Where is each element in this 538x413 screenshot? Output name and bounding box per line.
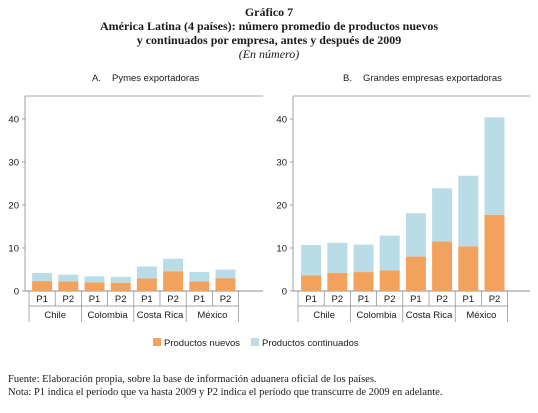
- panel-a-title: Pymes exportadoras: [112, 73, 199, 84]
- panel-a-x-tick-label: P2: [220, 294, 232, 305]
- figure-number: Gráfico 7: [244, 5, 294, 19]
- panel-a-bar-continuados: [32, 272, 53, 282]
- panel-a-x-tick-label: P2: [62, 294, 74, 305]
- panel-b-x-tick-label: P2: [436, 294, 448, 305]
- panel-a-letter: A.: [92, 73, 101, 84]
- panel-a-y-tick-label: 0: [14, 287, 19, 298]
- panel-b-group-label: Colombia: [357, 310, 398, 321]
- panel-b-grandes: B. Grandes empresas exportadoras 0 10 20 30 40…: [276, 73, 530, 322]
- panel-a-group-label: Costa Rica: [137, 310, 184, 321]
- panel-b-group-label: México: [466, 310, 496, 321]
- legend-swatch-continuados: [251, 338, 259, 346]
- panel-b-bar-nuevos: [379, 270, 400, 291]
- legend-label-nuevos: Productos nuevos: [164, 338, 240, 349]
- panel-a-x-tick-label: P1: [89, 294, 101, 305]
- panel-b-x-tick-label: P2: [489, 294, 501, 305]
- panel-b-bar-continuados: [432, 188, 453, 242]
- panel-a-group-label: México: [197, 310, 227, 321]
- panel-a-bar-continuados: [163, 258, 184, 272]
- panel-b-x-tick-label: P1: [410, 294, 422, 305]
- panel-a-y-tick-label: 30: [8, 158, 19, 169]
- panel-b-x-tick-label: P1: [462, 294, 474, 305]
- panel-b-y-tick-label: 40: [276, 115, 287, 126]
- panel-a-bar-continuados: [110, 276, 131, 283]
- panel-b-bar-continuados: [327, 242, 348, 273]
- panel-b-x-tick-label: P1: [358, 294, 370, 305]
- panel-b-bar-nuevos: [405, 256, 426, 291]
- panel-b-y-tick-label: 20: [276, 201, 287, 212]
- panel-a-x-tick-label: P1: [141, 294, 153, 305]
- panel-a-bar-nuevos: [163, 271, 184, 291]
- chart-header: Gráfico 7 América Latina (4 países): núm…: [0, 5, 538, 61]
- notes: Fuente: Elaboración propia, sobre la bas…: [8, 373, 442, 399]
- chart-title-line-2: y continuados por empresa, antes y despu…: [136, 33, 402, 47]
- legend-label-continuados: Productos continuados: [262, 338, 359, 349]
- period-note: Nota: P1 indica el período que va hasta …: [8, 387, 443, 398]
- panel-a-bar-continuados: [84, 276, 105, 283]
- panel-a-x-tick-label: P2: [115, 294, 127, 305]
- panel-a-bar-nuevos: [215, 278, 236, 291]
- legend-swatch-nuevos: [153, 338, 161, 346]
- panel-a-y-tick-label: 10: [8, 244, 19, 255]
- panel-a-bar-nuevos: [84, 282, 105, 291]
- panel-b-group-label: Chile: [313, 310, 335, 321]
- panel-a-bar-continuados: [58, 274, 79, 282]
- panel-a-x-tick-label: P1: [36, 294, 48, 305]
- source-note: Fuente: Elaboración propia, sobre la bas…: [8, 374, 377, 385]
- panel-b-bar-nuevos: [484, 214, 505, 291]
- panel-b-bar-continuados: [301, 244, 322, 276]
- panel-b-bar-continuados: [458, 175, 479, 247]
- legend: Productos nuevos Productos continuados: [153, 338, 359, 349]
- panel-b-bar-nuevos: [432, 241, 453, 291]
- panel-a-bar-nuevos: [189, 281, 210, 291]
- panel-a-group-label: Colombia: [88, 310, 129, 321]
- chart-subtitle: (En número): [238, 47, 300, 61]
- panel-b-bar-continuados: [405, 213, 426, 257]
- panel-b-y-tick-label: 0: [282, 287, 287, 298]
- panel-b-bar-nuevos: [353, 272, 374, 291]
- chart-title-line-1: América Latina (4 países): número promed…: [99, 19, 438, 33]
- panel-a-bar-nuevos: [136, 278, 157, 291]
- panel-b-bar-nuevos: [458, 246, 479, 291]
- panel-b-y-tick-label: 30: [276, 158, 287, 169]
- panel-b-letter: B.: [343, 73, 352, 84]
- panel-b-bar-nuevos: [327, 272, 348, 291]
- panel-a-x-tick-label: P1: [193, 294, 205, 305]
- panel-b-x-tick-label: P2: [384, 294, 396, 305]
- panel-a-y-tick-label: 20: [8, 201, 19, 212]
- panel-b-bar-continuados: [379, 235, 400, 271]
- panel-b-x-tick-label: P2: [331, 294, 343, 305]
- panel-b-bar-continuados: [484, 117, 505, 215]
- panel-b-bar-continuados: [353, 244, 374, 273]
- panel-b-title: Grandes empresas exportadoras: [363, 73, 502, 84]
- panel-b-x-tick-label: P1: [305, 294, 317, 305]
- panel-b-bar-nuevos: [301, 275, 322, 291]
- panel-b-y-tick-label: 10: [276, 244, 287, 255]
- panel-a-y-tick-label: 40: [8, 115, 19, 126]
- panel-a-bar-nuevos: [58, 281, 79, 291]
- panel-a-bar-nuevos: [110, 282, 131, 291]
- panel-a-group-label: Chile: [44, 310, 66, 321]
- panel-a-pymes: A. Pymes exportadoras 0 10 20 30 40 P1 P2 P1 P2 P1 P…: [8, 73, 263, 322]
- panel-a-bar-continuados: [189, 272, 210, 282]
- panel-a-x-tick-label: P2: [167, 294, 179, 305]
- panel-a-bar-continuados: [215, 269, 236, 279]
- panel-b-group-label: Costa Rica: [406, 310, 453, 321]
- panel-a-bar-continuados: [136, 266, 157, 279]
- panel-a-bar-nuevos: [32, 281, 53, 291]
